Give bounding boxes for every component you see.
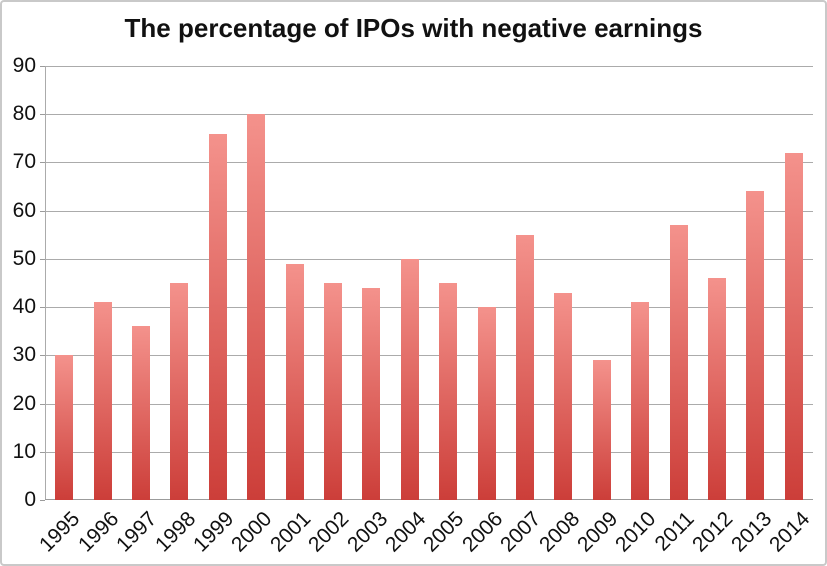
gridline-50 — [45, 258, 813, 260]
bar-2009 — [592, 360, 611, 500]
x-tick-label-2007: 2007 — [496, 507, 546, 557]
bar-2002 — [324, 283, 342, 500]
y-tick-mark-10 — [40, 451, 45, 453]
chart-title: The percentage of IPOs with negative ear… — [124, 13, 703, 43]
x-tick-label-2005: 2005 — [419, 507, 469, 557]
plot-area — [45, 66, 813, 500]
x-tick-label-2003: 2003 — [342, 507, 392, 557]
x-tick-label-1996: 1996 — [73, 507, 124, 557]
y-tick-mark-0 — [40, 500, 45, 501]
x-tick-label-2014: 2014 — [765, 507, 815, 557]
bar-2008 — [554, 292, 573, 500]
bar-2005 — [439, 283, 458, 500]
y-tick-mark-30 — [40, 355, 45, 357]
bar-2001 — [285, 263, 304, 500]
bar-1999 — [208, 133, 227, 500]
y-tick-label-10: 10 — [12, 439, 36, 463]
bar-1998 — [170, 283, 189, 500]
y-tick-mark-60 — [40, 210, 45, 212]
x-tick-label-2000: 2000 — [227, 507, 277, 557]
gridline-70 — [45, 162, 813, 164]
x-tick-label-2013: 2013 — [726, 507, 776, 557]
gridline-60 — [45, 210, 813, 212]
bar-2004 — [400, 258, 419, 500]
y-tick-label-80: 80 — [12, 102, 36, 126]
bar-2012 — [708, 278, 726, 500]
x-tick-label-2011: 2011 — [650, 507, 700, 556]
bar-1995 — [55, 355, 74, 500]
y-tick-label-20: 20 — [12, 391, 36, 415]
y-tick-label-90: 90 — [12, 54, 36, 77]
y-axis-line — [45, 66, 46, 500]
x-tick-label-2010: 2010 — [611, 507, 661, 557]
bar-2006 — [477, 307, 496, 500]
bar-2010 — [631, 302, 650, 500]
y-tick-label-40: 40 — [12, 295, 36, 319]
y-tick-label-0: 0 — [24, 488, 36, 511]
y-tick-mark-40 — [40, 307, 45, 309]
gridline-10 — [45, 451, 813, 453]
x-tick-label-2008: 2008 — [534, 507, 584, 557]
x-tick-label-2004: 2004 — [381, 507, 431, 557]
x-tick-label-1998: 1998 — [150, 507, 200, 557]
x-tick-label-2002: 2002 — [304, 507, 354, 557]
bar-2013 — [746, 191, 765, 500]
bar-1997 — [132, 326, 150, 500]
x-tick-label-1999: 1999 — [189, 507, 239, 557]
gridline-90 — [45, 66, 813, 67]
x-tick-label-1995: 1995 — [35, 507, 85, 557]
x-axis-line — [45, 499, 813, 500]
y-tick-label-60: 60 — [12, 198, 36, 222]
bar-2007 — [516, 234, 534, 500]
bar-2003 — [362, 287, 381, 500]
gridline-80 — [45, 114, 813, 116]
y-tick-mark-20 — [40, 403, 45, 405]
y-tick-mark-70 — [40, 162, 45, 164]
y-tick-mark-80 — [40, 114, 45, 116]
y-tick-label-30: 30 — [12, 343, 36, 367]
x-tick-label-2006: 2006 — [457, 507, 508, 557]
bar-2014 — [784, 152, 803, 500]
gridline-30 — [45, 355, 813, 357]
y-tick-label-70: 70 — [12, 150, 36, 174]
bar-2011 — [669, 225, 688, 500]
y-tick-label-50: 50 — [12, 246, 36, 270]
x-tick-label-1997: 1997 — [112, 507, 162, 557]
x-tick-label-2012: 2012 — [688, 507, 738, 557]
x-tick-label-2001: 2001 — [265, 507, 316, 557]
gridline-20 — [45, 403, 813, 405]
bar-1996 — [93, 302, 112, 500]
y-tick-mark-90 — [40, 66, 45, 67]
y-tick-mark-50 — [40, 258, 45, 260]
x-tick-label-2009: 2009 — [573, 507, 623, 557]
gridline-40 — [45, 307, 813, 309]
bar-2000 — [247, 114, 266, 500]
